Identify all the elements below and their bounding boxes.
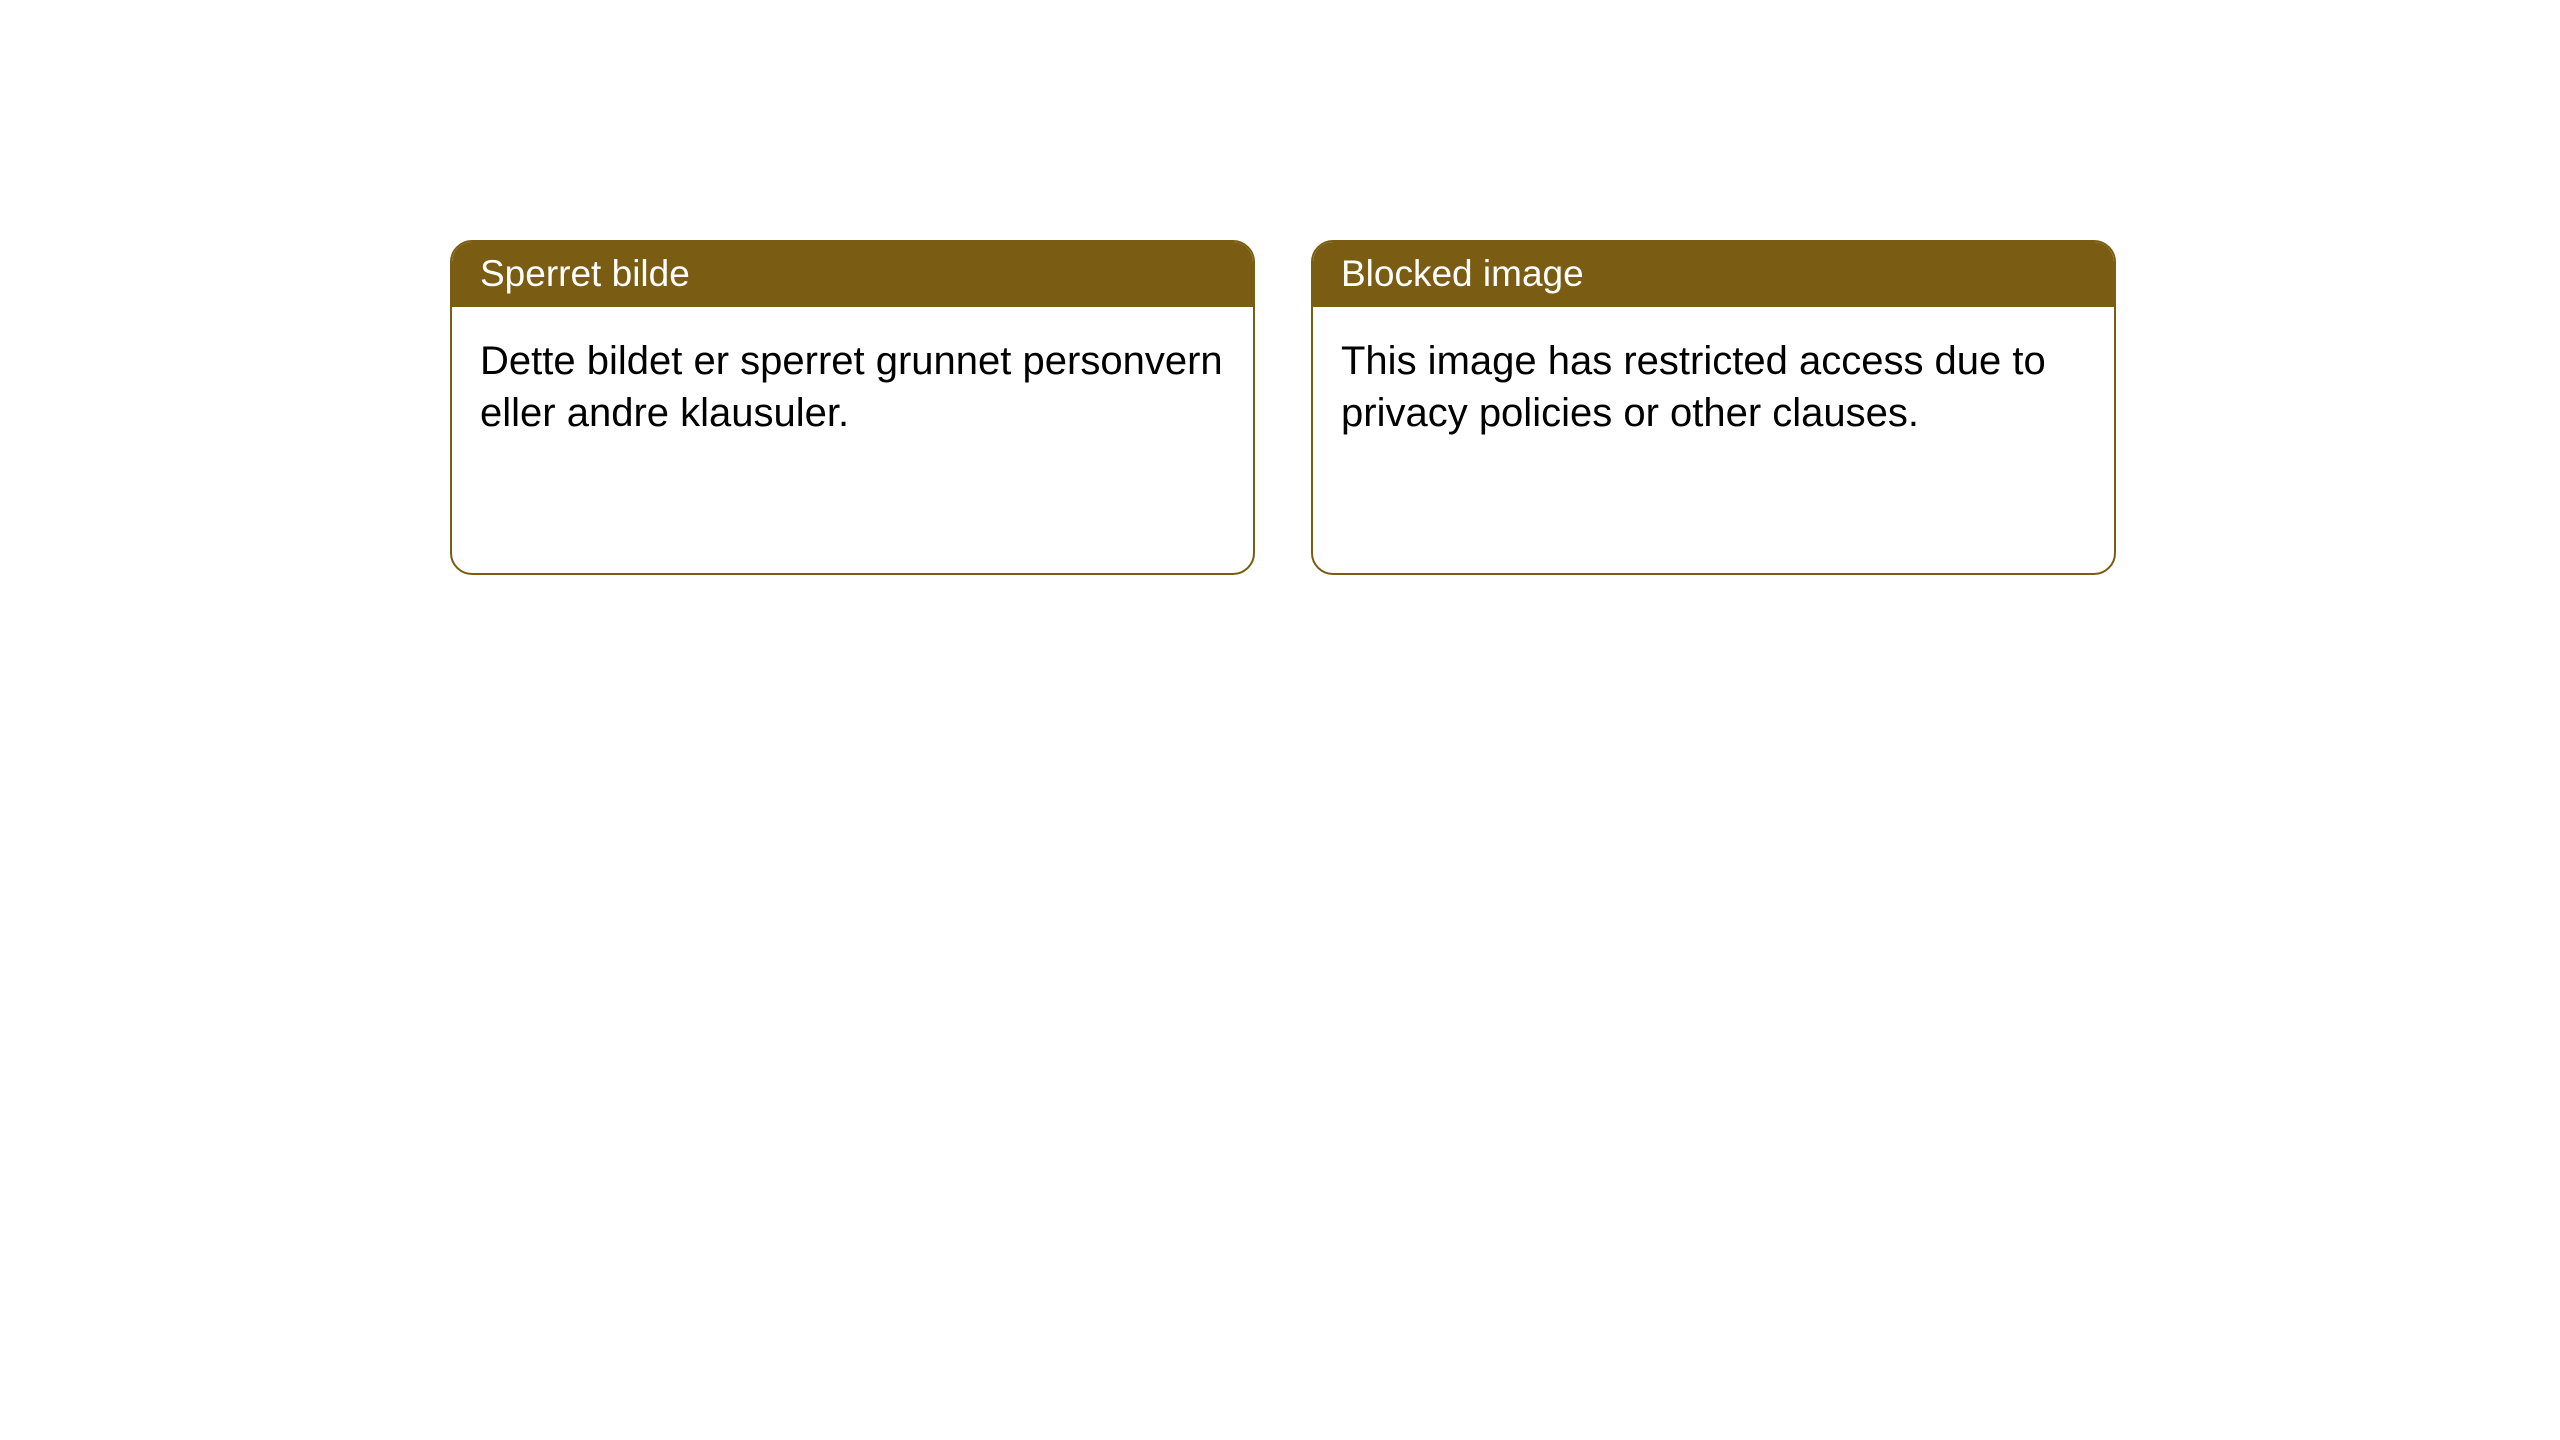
card-body: Dette bildet er sperret grunnet personve…: [452, 307, 1253, 467]
notice-card-norwegian: Sperret bilde Dette bildet er sperret gr…: [450, 240, 1255, 575]
card-body: This image has restricted access due to …: [1313, 307, 2114, 467]
notice-cards-container: Sperret bilde Dette bildet er sperret gr…: [450, 240, 2116, 575]
card-header: Sperret bilde: [452, 242, 1253, 307]
card-header: Blocked image: [1313, 242, 2114, 307]
notice-card-english: Blocked image This image has restricted …: [1311, 240, 2116, 575]
